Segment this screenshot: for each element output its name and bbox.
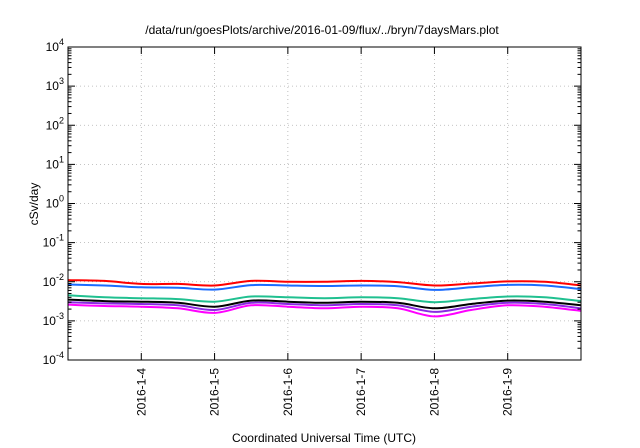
grid <box>68 47 581 360</box>
y-tick-label: 10-2 <box>43 272 64 289</box>
x-tick-label: 2016-1-5 <box>208 368 222 416</box>
y-tick-label: 100 <box>46 194 64 211</box>
series-line-4 <box>67 298 582 310</box>
y-tick-label: 101 <box>46 154 64 171</box>
y-tick-label: 10-4 <box>43 350 64 367</box>
chart-title: /data/run/goesPlots/archive/2016-01-09/f… <box>145 23 499 37</box>
x-tick-label: 2016-1-6 <box>281 368 295 416</box>
series-line-6 <box>67 303 582 318</box>
x-tick-label: 2016-1-4 <box>134 368 148 416</box>
series-line-1 <box>67 279 582 287</box>
x-tick-label: 2016-1-8 <box>427 368 441 416</box>
series-line-5 <box>67 301 582 313</box>
y-tick-label: 102 <box>46 115 64 132</box>
x-tick-label: 2016-1-9 <box>501 368 515 416</box>
y-tick-label: 10-3 <box>43 311 64 328</box>
y-tick-label: 104 <box>46 37 64 54</box>
y-axis-label: cSv/day <box>27 183 41 226</box>
x-axis: 2016-1-4 2016-1-5 2016-1-6 2016-1-7 2016-1-8… <box>134 47 515 416</box>
series-line-3 <box>67 294 582 304</box>
y-tick-label: 103 <box>46 76 64 93</box>
y-tick-label: 10-1 <box>43 233 64 250</box>
series-layer <box>67 279 582 318</box>
x-axis-label: Coordinated Universal Time (UTC) <box>232 431 416 445</box>
x-tick-label: 2016-1-7 <box>354 368 368 416</box>
series-line-2 <box>67 283 582 291</box>
y-axis: 10-4 10-3 10-2 10-1 100 101 102 103 104 <box>43 37 581 367</box>
